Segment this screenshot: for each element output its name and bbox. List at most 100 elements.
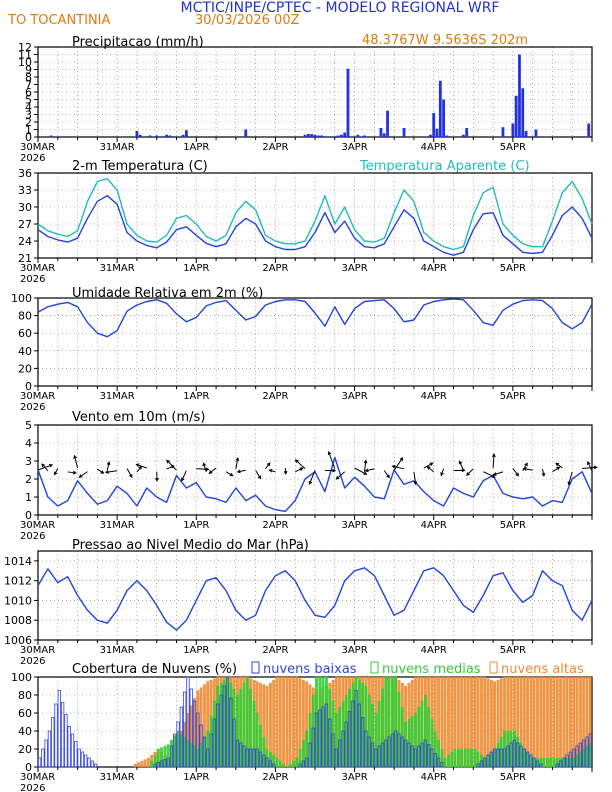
wind-arrow: [126, 468, 133, 478]
wind-arrow: [492, 454, 495, 469]
high-cloud-bar: [529, 676, 533, 768]
wind-arrow-head: [106, 461, 111, 466]
wind-arrow: [542, 468, 545, 476]
wind-arrow-head: [266, 462, 271, 467]
precip-bar: [511, 123, 515, 137]
high-cloud-bar: [278, 676, 282, 768]
wind-arrow: [423, 462, 433, 469]
wind-arrow-head: [229, 472, 234, 477]
low-cloud-bar: [588, 733, 592, 768]
low-cloud-bar: [575, 745, 579, 768]
precip-ytick-label: 12: [18, 41, 32, 54]
high-cloud-bar: [292, 676, 295, 768]
precip-ytick-label: 9: [25, 64, 32, 77]
high-cloud-bar: [288, 676, 292, 768]
low-cloud-bar: [248, 748, 253, 768]
precip-ytick-label: 1: [25, 124, 32, 137]
humidity-ytick-label: 20: [18, 362, 32, 375]
temperature-ytick-label: 27: [18, 218, 32, 231]
low-cloud-bar: [54, 703, 58, 768]
medium-clouds-legend: nuvens medias: [382, 662, 481, 677]
high-cloud-bar: [140, 760, 144, 768]
medium-cloud-bar: [466, 748, 470, 768]
humidity-xtick-label: 31MAR: [100, 391, 135, 402]
temperature-ytick-label: 33: [18, 184, 32, 197]
wind-speed-line: [37, 456, 593, 513]
medium-clouds-legend-swatch: [370, 661, 379, 674]
precip-bar: [244, 129, 248, 137]
high-cloud-bar: [536, 676, 539, 768]
temperature-title: 2-m Temperatura (C): [72, 159, 208, 174]
humidity-ytick-label: 0: [25, 380, 32, 393]
wind-arrow-head: [166, 459, 170, 464]
humidity-xtick-label: 1APR: [183, 391, 209, 402]
low-cloud-bar: [427, 744, 431, 768]
clouds-xtick-label: 3APR: [341, 772, 367, 783]
low-cloud-bar: [232, 718, 236, 768]
wind-year-label: 2026: [20, 531, 45, 542]
precip-bar: [445, 135, 449, 137]
wind-arrow: [512, 468, 519, 476]
wind-arrow-head: [294, 459, 299, 463]
low-cloud-bar: [354, 690, 358, 768]
pressure-title: Pressao ao Nivel Medio do Mar (hPa): [72, 538, 309, 553]
wind-arrow: [440, 468, 445, 476]
pressure-ytick-label: 1014: [4, 555, 32, 568]
wind-arrow-head: [426, 465, 431, 470]
clouds-ytick-label: 40: [18, 725, 32, 738]
wind-arrow: [265, 462, 271, 469]
coordinates-label: 48.3767W 9.5636S 202m: [362, 33, 528, 48]
wind-arrow: [41, 463, 49, 472]
humidity-ytick-label: 80: [18, 310, 32, 323]
precip-ytick-label: 2: [25, 116, 32, 129]
wind-arrow: [74, 455, 79, 469]
wind-arrow: [203, 463, 207, 473]
low-cloud-bar: [321, 706, 325, 768]
precip-bar: [155, 135, 159, 137]
low-cloud-bar: [535, 760, 540, 768]
medium-cloud-bar: [443, 757, 447, 768]
wind-arrow-head: [54, 471, 58, 476]
low-cloud-bar: [387, 736, 391, 768]
humidity-year-label: 2026: [20, 402, 45, 413]
low-cloud-bar: [235, 739, 240, 768]
precip-bar: [587, 123, 591, 137]
humidity-ytick-label: 40: [18, 345, 32, 358]
wind-arrow-head: [332, 468, 337, 473]
low-cloud-bar: [268, 760, 273, 768]
pressure-xtick-label: 3APR: [341, 645, 367, 656]
wind-ytick-label: 4: [25, 437, 32, 450]
wind-arrow: [181, 470, 187, 481]
wind-arrow-head: [268, 469, 273, 473]
wind-arrow: [393, 457, 403, 471]
precip-ytick-label: 0: [25, 131, 32, 144]
low-cloud-bar: [370, 742, 375, 768]
wind-arrow-head: [429, 462, 434, 466]
medium-cloud-bar: [473, 748, 477, 768]
low-cloud-bar: [70, 733, 75, 768]
temperature-xtick-label: 1APR: [183, 263, 209, 274]
wind-arrow-head: [335, 476, 340, 480]
high-cloud-bar: [552, 676, 556, 768]
wind-arrow-head: [364, 468, 369, 473]
low-cloud-bar: [57, 690, 61, 768]
high-cloud-bar: [146, 757, 150, 768]
wind-arrow: [354, 467, 367, 475]
humidity-frame: [37, 297, 593, 387]
humidity-xtick-label: 4APR: [421, 391, 447, 402]
wind-xtick-label: 1APR: [183, 520, 209, 531]
wind-arrow: [392, 465, 405, 470]
clouds-ytick-label: 0: [25, 761, 32, 774]
low-cloud-bar: [344, 721, 348, 768]
low-cloud-bar: [225, 676, 230, 768]
high-cloud-bar: [486, 678, 490, 768]
low-cloud-bar: [476, 763, 480, 768]
wind-arrow: [363, 460, 367, 472]
humidity-xtick-label: 30MAR: [20, 391, 55, 402]
apparent-temperature-line: [37, 177, 593, 251]
low-cloud-bar: [239, 742, 243, 768]
clouds-xtick-label: 31MAR: [100, 772, 135, 783]
low-cloud-bar: [483, 757, 487, 768]
medium-cloud-bar: [453, 748, 457, 768]
